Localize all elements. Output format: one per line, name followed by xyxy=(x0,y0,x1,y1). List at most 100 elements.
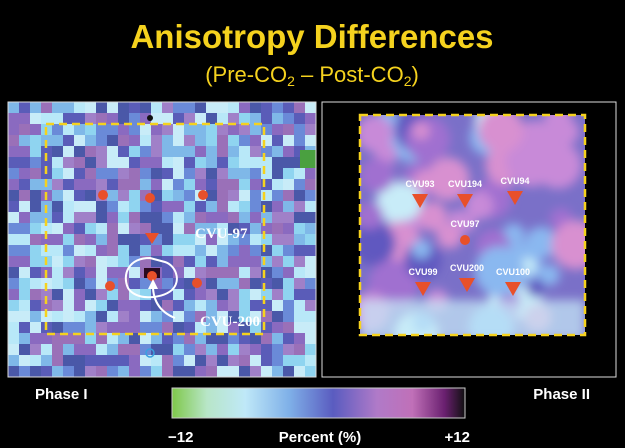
map-cell xyxy=(107,179,118,190)
subtitle-part: (Pre-CO xyxy=(205,62,287,87)
map-cell xyxy=(228,124,239,135)
map-cell xyxy=(118,201,129,212)
map-cell xyxy=(129,278,140,289)
map-cell xyxy=(272,311,283,322)
map-cell xyxy=(52,289,63,300)
map-cell xyxy=(261,289,272,300)
map-cell xyxy=(228,355,239,366)
map-cell xyxy=(107,267,118,278)
map-cell xyxy=(74,124,85,135)
map-cell xyxy=(305,322,316,333)
map-cell xyxy=(19,212,30,223)
map-cell xyxy=(118,124,129,135)
map-cell xyxy=(129,355,140,366)
map-cell xyxy=(272,201,283,212)
map-cell xyxy=(74,366,85,377)
map-cell xyxy=(283,267,294,278)
map-cell xyxy=(272,135,283,146)
well-dot xyxy=(147,271,157,281)
map-cell xyxy=(283,256,294,267)
map-blob xyxy=(405,117,450,162)
map-cell xyxy=(30,234,41,245)
well-dot xyxy=(145,193,155,203)
map-cell xyxy=(63,168,74,179)
map-cell xyxy=(217,289,228,300)
map-cell xyxy=(74,212,85,223)
map-cell xyxy=(195,300,206,311)
map-cell xyxy=(283,289,294,300)
map-cell xyxy=(305,168,316,179)
map-cell xyxy=(85,113,96,124)
map-cell xyxy=(74,201,85,212)
map-cell xyxy=(8,190,19,201)
map-cell xyxy=(8,157,19,168)
map-cell xyxy=(8,179,19,190)
map-cell xyxy=(305,179,316,190)
map-cell xyxy=(195,113,206,124)
map-cell xyxy=(283,157,294,168)
map-cell xyxy=(151,366,162,377)
map-cell xyxy=(74,223,85,234)
map-cell xyxy=(96,311,107,322)
map-cell xyxy=(162,179,173,190)
map-cell xyxy=(250,157,261,168)
map-cell xyxy=(129,135,140,146)
map-cell xyxy=(261,157,272,168)
map-cell xyxy=(74,344,85,355)
map-cell xyxy=(8,344,19,355)
map-cell xyxy=(272,223,283,234)
map-cell xyxy=(118,190,129,201)
map-cell xyxy=(206,102,217,113)
map-cell xyxy=(184,223,195,234)
map-cell xyxy=(63,179,74,190)
map-cell xyxy=(74,289,85,300)
map-cell xyxy=(41,344,52,355)
map-cell xyxy=(294,223,305,234)
map-cell xyxy=(30,267,41,278)
map-cell xyxy=(63,366,74,377)
map-cell xyxy=(217,135,228,146)
map-cell xyxy=(239,344,250,355)
map-cell xyxy=(272,146,283,157)
map-cell xyxy=(107,256,118,267)
map-cell xyxy=(107,168,118,179)
map-cell xyxy=(184,311,195,322)
map-cell xyxy=(63,344,74,355)
map-cell xyxy=(74,102,85,113)
map-cell xyxy=(107,212,118,223)
map-cell xyxy=(118,146,129,157)
map-cell xyxy=(8,322,19,333)
map-cell xyxy=(74,267,85,278)
map-cell xyxy=(74,245,85,256)
map-cell xyxy=(140,322,151,333)
map-cell xyxy=(129,300,140,311)
map-cell xyxy=(30,212,41,223)
map-cell xyxy=(294,278,305,289)
map-cell xyxy=(294,102,305,113)
map-cell xyxy=(107,190,118,201)
map-cell xyxy=(8,278,19,289)
map-cell xyxy=(239,256,250,267)
map-cell xyxy=(85,311,96,322)
well-label: CVU100 xyxy=(496,267,530,277)
map-cell xyxy=(283,311,294,322)
map-cell xyxy=(129,234,140,245)
colorbar xyxy=(172,388,465,418)
map-cell xyxy=(151,201,162,212)
map-cell xyxy=(239,289,250,300)
map-cell xyxy=(173,124,184,135)
map-cell xyxy=(228,267,239,278)
map-cell xyxy=(239,146,250,157)
map-cell xyxy=(217,168,228,179)
map-cell xyxy=(19,366,30,377)
map-cell xyxy=(206,245,217,256)
map-cell xyxy=(206,289,217,300)
map-cell xyxy=(261,168,272,179)
map-cell xyxy=(294,289,305,300)
map-cell xyxy=(85,245,96,256)
map-cell xyxy=(8,135,19,146)
map-cell xyxy=(118,289,129,300)
map-cell xyxy=(30,333,41,344)
map-cell xyxy=(19,223,30,234)
map-cell xyxy=(305,102,316,113)
